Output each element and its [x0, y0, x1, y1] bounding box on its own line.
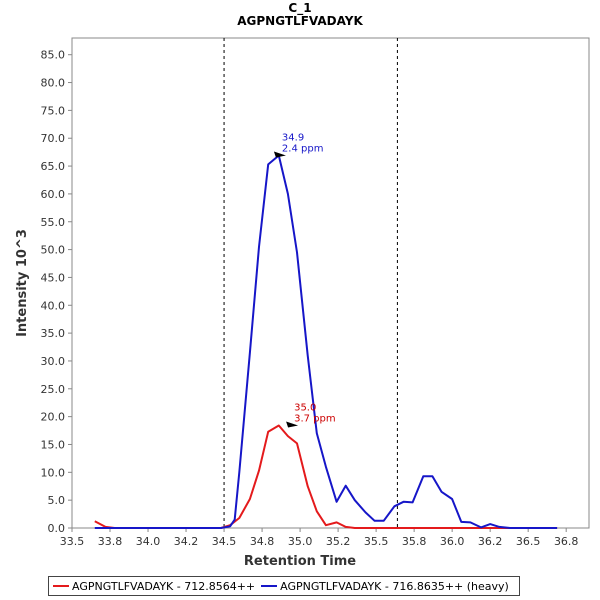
y-tick-label: 35.0	[41, 327, 66, 340]
y-tick-label: 75.0	[41, 104, 66, 117]
y-tick-label: 5.0	[48, 494, 66, 507]
x-tick-label: 34.8	[250, 535, 275, 548]
legend-swatch	[53, 585, 69, 587]
x-tick-label: 33.5	[60, 535, 85, 548]
y-tick-label: 85.0	[41, 49, 66, 62]
chart-title: C_1	[288, 1, 311, 16]
legend: AGPNGTLFVADAYK - 712.8564++ AGPNGTLFVADAY…	[48, 576, 520, 596]
y-tick-label: 70.0	[41, 132, 66, 145]
peak-annotation-ppm: 3.7 ppm	[294, 414, 336, 425]
y-axis: 0.0 5.0 10.0 15.0 20.0 25.0 30.0 35.0 40.0 45.0 50…	[41, 49, 72, 535]
y-tick-label: 50.0	[41, 244, 66, 257]
x-tick-label: 33.8	[98, 535, 123, 548]
legend-item-1: AGPNGTLFVADAYK - 712.8564++	[53, 580, 255, 593]
peak-annotation-rt: 34.9	[282, 132, 304, 143]
x-tick-label: 35.0	[288, 535, 313, 548]
x-tick-label: 35.8	[402, 535, 427, 548]
y-tick-label: 55.0	[41, 216, 66, 229]
y-tick-label: 25.0	[41, 383, 66, 396]
legend-label: AGPNGTLFVADAYK - 712.8564++	[72, 579, 256, 593]
plot-area	[71, 37, 590, 529]
peak-annotation-ppm: 2.4 ppm	[282, 143, 324, 154]
chart-subtitle: AGPNGTLFVADAYK	[237, 14, 363, 28]
peak-arrow-marker	[286, 421, 299, 428]
y-tick-label: 30.0	[41, 355, 66, 368]
x-tick-label: 36.8	[554, 535, 579, 548]
chromatogram-chart: C_1 AGPNGTLFVADAYK 0.0 5.0 10.0 15.0 20.0 25.…	[15, 1, 590, 569]
integration-boundaries	[223, 38, 398, 528]
y-tick-label: 15.0	[41, 438, 66, 451]
x-tick-label: 34.0	[136, 535, 161, 548]
y-tick-label: 60.0	[41, 188, 66, 201]
y-tick-label: 10.0	[41, 466, 66, 479]
peak-arrow-marker	[273, 151, 286, 158]
y-tick-label: 45.0	[41, 271, 66, 284]
legend-item-2: AGPNGTLFVADAYK - 716.8635++ (heavy)	[261, 580, 509, 593]
x-tick-label: 36.0	[440, 535, 465, 548]
y-tick-label: 65.0	[41, 160, 66, 173]
legend-swatch	[261, 585, 278, 587]
y-tick-label: 20.0	[41, 411, 66, 424]
x-tick-label: 34.5	[212, 535, 237, 548]
legend-label: AGPNGTLFVADAYK - 716.8635++ (heavy)	[280, 579, 509, 593]
series-line-2	[94, 154, 558, 529]
x-axis-label: Retention Time	[244, 554, 356, 569]
x-axis: 33.5 33.8 34.0 34.2 34.5 34.8 35.0 35.2 35.5 35.8…	[60, 528, 579, 548]
x-tick-label: 35.5	[364, 535, 389, 548]
x-tick-label: 36.5	[516, 535, 541, 548]
peak-annotation-rt: 35.0	[294, 403, 316, 414]
y-tick-label: 0.0	[48, 522, 66, 535]
x-tick-label: 35.2	[326, 535, 351, 548]
y-axis-label: Intensity 10^3	[15, 229, 30, 337]
x-tick-label: 36.2	[478, 535, 503, 548]
series-lines	[94, 154, 558, 529]
peak-annotations: 34.92.4 ppm 35.03.7 ppm	[273, 132, 336, 428]
x-tick-label: 34.2	[174, 535, 199, 548]
y-tick-label: 40.0	[41, 299, 66, 312]
y-tick-label: 80.0	[41, 77, 66, 90]
